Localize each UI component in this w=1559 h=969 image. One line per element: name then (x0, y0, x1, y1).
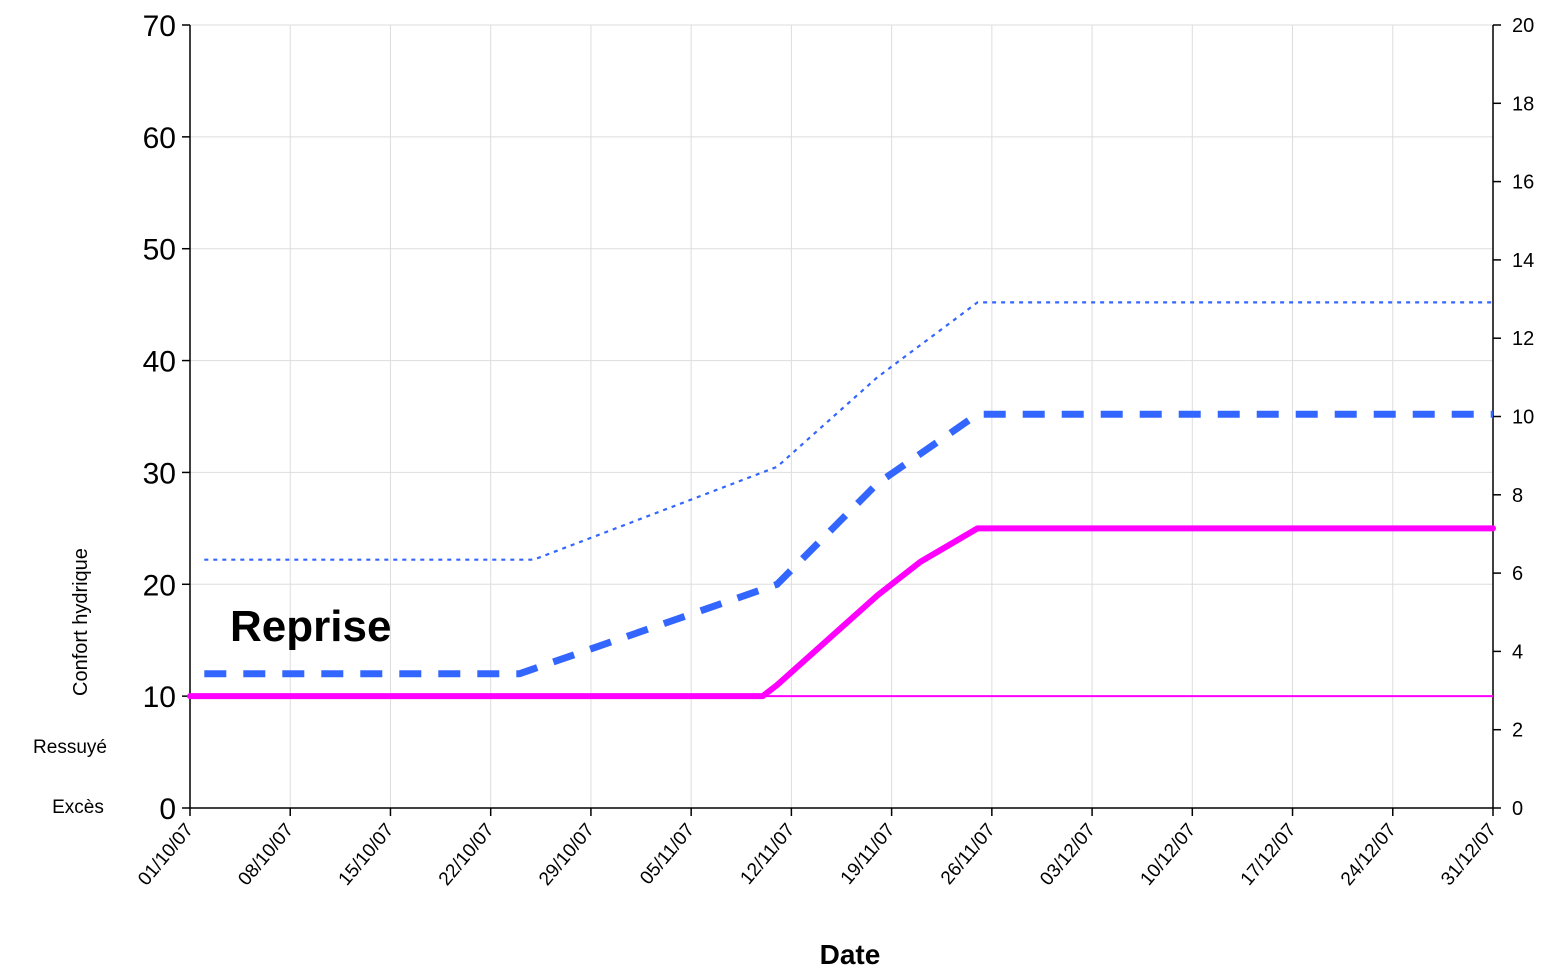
right-tick-label: 16 (1512, 172, 1534, 194)
x-tick-label: 10/12/07 (1137, 820, 1201, 890)
right-tick-label: 18 (1512, 93, 1534, 115)
right-tick-label: 0 (1512, 798, 1523, 820)
x-tick-label: 17/12/07 (1237, 820, 1301, 890)
side-label-ressuye: Ressuyé (33, 737, 107, 758)
left-tick-label: 20 (143, 569, 176, 602)
x-tick-label: 12/11/07 (736, 820, 799, 889)
x-tick-label: 24/12/07 (1337, 820, 1401, 890)
right-tick-label: 6 (1512, 563, 1523, 585)
x-tick-label: 01/10/07 (134, 820, 198, 890)
series-dotted-blue (204, 301, 1493, 561)
series-dashed-blue (204, 410, 1493, 678)
x-tick-label: 29/10/07 (535, 820, 599, 890)
right-tick-label: 2 (1512, 720, 1523, 742)
right-tick-label: 14 (1512, 250, 1534, 272)
right-tick-label: 4 (1512, 641, 1523, 663)
y-axis-label: Confort hydrique (70, 548, 92, 696)
left-tick-label: 10 (143, 681, 176, 714)
left-tick-label: 50 (143, 234, 176, 267)
gridlines (190, 24, 1494, 808)
series-solid-magenta-thick (187, 525, 1496, 700)
left-tick-label: 30 (143, 457, 176, 490)
x-tick-label: 26/11/07 (937, 820, 1000, 889)
x-tick-label: 05/11/07 (636, 820, 699, 889)
x-tick-label: 22/10/07 (435, 820, 499, 890)
side-label-exces: Excès (52, 797, 104, 818)
x-tick-label: 19/11/07 (837, 820, 900, 889)
left-tick-label: 0 (159, 793, 176, 826)
x-tick-label: 03/12/07 (1036, 820, 1100, 890)
x-tick-label: 31/12/07 (1437, 820, 1501, 890)
right-tick-label: 10 (1512, 407, 1534, 429)
series-group (187, 301, 1496, 700)
x-axis-ticks: 01/10/07 08/10/07 15/10/07 22/10/07 29/10/07… (134, 808, 1501, 890)
right-tick-label: 8 (1512, 485, 1523, 507)
annotation-reprise: Reprise (230, 602, 391, 651)
left-tick-label: 70 (143, 10, 176, 43)
left-axis-ticks: 0 10 20 30 40 50 60 70 (143, 10, 190, 826)
right-tick-label: 12 (1512, 328, 1534, 350)
x-axis-label: Date (820, 939, 881, 969)
right-tick-label: 20 (1512, 15, 1534, 37)
left-tick-label: 40 (143, 346, 176, 379)
x-tick-label: 15/10/07 (335, 820, 399, 890)
left-tick-label: 60 (143, 122, 176, 155)
x-tick-label: 08/10/07 (234, 820, 298, 890)
right-axis-ticks: 0 2 4 6 8 10 12 14 16 18 20 (1493, 15, 1534, 820)
